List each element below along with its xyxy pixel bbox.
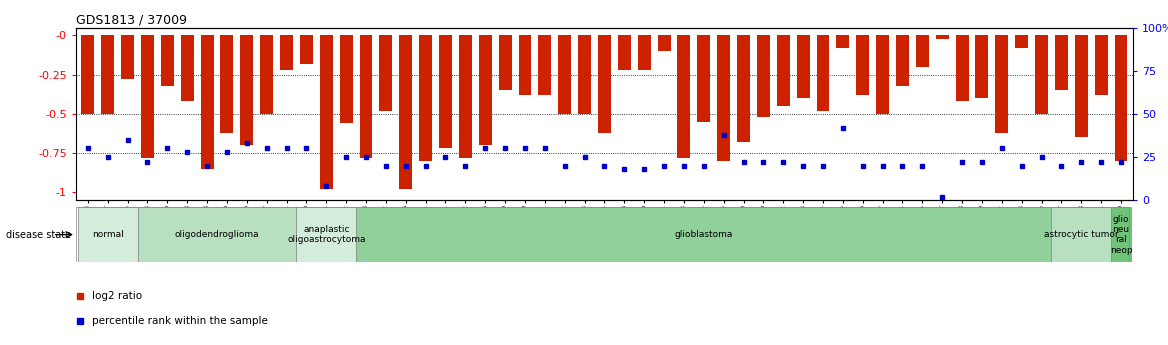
Bar (757, 36, 770, 117)
Bar (519, 36, 531, 95)
Bar (558, 36, 571, 114)
Bar (995, 36, 1008, 133)
Bar (459, 36, 472, 158)
Text: log2 ratio: log2 ratio (92, 292, 142, 302)
Bar (658, 36, 670, 51)
Bar (399, 36, 412, 189)
Text: glio
neu
ral
neop: glio neu ral neop (1110, 215, 1132, 255)
Bar (578, 36, 591, 114)
Bar (419, 36, 432, 161)
Bar (677, 36, 690, 158)
Bar (916, 36, 929, 67)
Bar (201, 36, 214, 169)
Bar (737, 36, 750, 142)
Bar (499, 36, 512, 90)
Text: normal: normal (92, 230, 124, 239)
Bar (297, 207, 356, 262)
Bar (975, 36, 988, 98)
Bar (936, 36, 948, 39)
Bar (356, 207, 1051, 262)
Bar (78, 207, 138, 262)
Text: anaplastic
oligoastrocytoma: anaplastic oligoastrocytoma (287, 225, 366, 244)
Bar (1094, 36, 1107, 95)
Bar (1035, 36, 1048, 114)
Bar (300, 36, 313, 64)
Bar (618, 36, 631, 70)
Bar (102, 36, 114, 114)
Bar (241, 36, 253, 145)
Bar (598, 36, 611, 133)
Bar (320, 36, 333, 189)
Bar (1055, 36, 1068, 90)
Text: percentile rank within the sample: percentile rank within the sample (92, 316, 269, 326)
Bar (538, 36, 551, 95)
Bar (82, 36, 95, 114)
Bar (161, 36, 174, 86)
Text: glioblastoma: glioblastoma (675, 230, 734, 239)
Bar (1111, 207, 1131, 262)
Bar (816, 36, 829, 111)
Bar (141, 36, 154, 158)
Bar (121, 36, 134, 79)
Bar (181, 36, 194, 101)
Bar (1015, 36, 1028, 48)
Bar (1075, 36, 1087, 137)
Bar (1051, 207, 1111, 262)
Bar (479, 36, 492, 145)
Bar (340, 36, 353, 123)
Bar (836, 36, 849, 48)
Bar (260, 36, 273, 114)
Bar (777, 36, 790, 106)
Text: oligodendroglioma: oligodendroglioma (175, 230, 259, 239)
Bar (638, 36, 651, 70)
Text: astrocytic tumor: astrocytic tumor (1044, 230, 1119, 239)
Text: disease state: disease state (6, 230, 71, 239)
Bar (896, 36, 909, 86)
Bar (280, 36, 293, 70)
Bar (380, 36, 392, 111)
Bar (876, 36, 889, 114)
Bar (697, 36, 710, 122)
Bar (439, 36, 452, 148)
Bar (797, 36, 809, 98)
Bar (717, 36, 730, 161)
Bar (360, 36, 373, 158)
Bar (138, 207, 297, 262)
Bar (1114, 36, 1127, 161)
Bar (856, 36, 869, 95)
Text: GDS1813 / 37009: GDS1813 / 37009 (76, 13, 187, 27)
Bar (955, 36, 968, 101)
Bar (221, 36, 234, 133)
